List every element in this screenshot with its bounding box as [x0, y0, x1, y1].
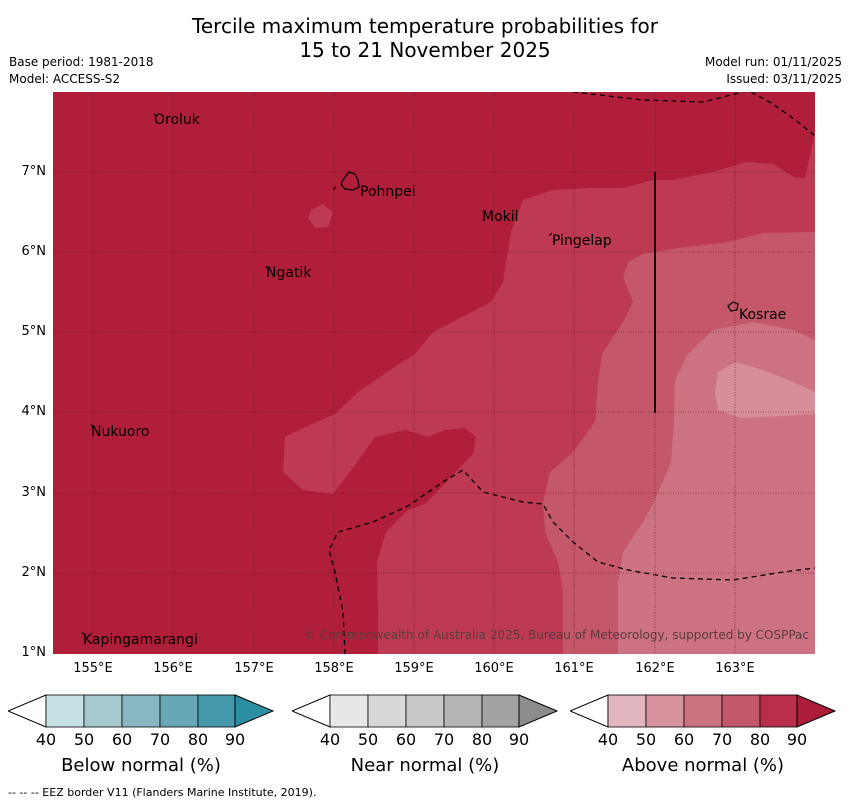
below-tick-40: 40: [35, 730, 57, 749]
x-tick-161e: 161°E: [554, 661, 594, 676]
kosrae-island-shape: [727, 301, 739, 312]
near-tick-70: 70: [433, 730, 455, 749]
map-panel[interactable]: Oroluk Pohnpei Mokil Pingelap Ngatik Kos…: [53, 92, 815, 654]
place-label-nukuoro: Nukuoro: [91, 424, 150, 440]
swatch-near-60: [405, 694, 445, 728]
place-label-pingelap: Pingelap: [552, 233, 612, 249]
eez-footnote: -- -- -- EEZ border V11 (Flanders Marine…: [8, 786, 317, 799]
below-tick-90: 90: [224, 730, 246, 749]
below-tick-70: 70: [149, 730, 171, 749]
x-tick-163e: 163°E: [715, 661, 755, 676]
model-run-label: Model run: 01/11/2025: [704, 55, 842, 69]
title-line-2: 15 to 21 November 2025: [299, 38, 551, 62]
colorbar-below: [8, 694, 274, 728]
swatch-below-50: [83, 694, 123, 728]
y-tick-3n: 3°N: [21, 485, 47, 500]
swatch-below-80: [197, 694, 236, 728]
issued-label: Issued: 03/11/2025: [726, 72, 842, 86]
prob-region-blob: [308, 204, 333, 228]
below-tick-50: 50: [73, 730, 95, 749]
near-tick-50: 50: [357, 730, 379, 749]
pohnpei-island-shape: [340, 171, 360, 191]
place-label-pohnpei: Pohnpei: [360, 184, 416, 200]
near-tick-90: 90: [508, 730, 530, 749]
above-tick-90: 90: [786, 730, 808, 749]
colorbar-near-title: Near normal (%): [350, 755, 500, 776]
swatch-above-40: [607, 694, 647, 728]
x-tick-162e: 162°E: [635, 661, 675, 676]
swatch-below-40: [45, 694, 85, 728]
pingelap-atoll: [548, 232, 553, 237]
swatch-near-80: [481, 694, 520, 728]
chart-title: Tercile maximum temperature probabilitie…: [0, 14, 850, 62]
x-tick-157e: 157°E: [234, 661, 274, 676]
oroluk-atoll: [153, 113, 157, 117]
swatch-below-70: [159, 694, 199, 728]
y-tick-2n: 2°N: [21, 565, 47, 580]
place-label-kosrae: Kosrae: [739, 307, 787, 323]
below-tick-80: 80: [187, 730, 209, 749]
swatch-below-60: [121, 694, 161, 728]
near-tick-80: 80: [471, 730, 493, 749]
mokil-atoll: [482, 209, 486, 214]
graticule: [53, 92, 815, 654]
title-line-1: Tercile maximum temperature probabilitie…: [192, 14, 658, 38]
copyright-notice: © Commonwealth of Australia 2025, Bureau…: [303, 628, 809, 642]
x-tick-160e: 160°E: [474, 661, 514, 676]
swatch-above-60: [683, 694, 723, 728]
y-tick-7n: 7°N: [21, 164, 47, 179]
below-tick-60: 60: [111, 730, 133, 749]
meta-right: Model run: 01/11/2025 Issued: 03/11/2025: [705, 54, 842, 88]
above-tick-80: 80: [749, 730, 771, 749]
above-tick-70: 70: [711, 730, 733, 749]
kapingamarangi-atoll: [81, 631, 85, 636]
prob-region-above-40-50: [715, 362, 815, 418]
eez-borders: [328, 92, 815, 654]
model-label: Model: ACCESS-S2: [9, 72, 121, 86]
x-tick-156e: 156°E: [153, 661, 193, 676]
nukuoro-atoll: [90, 423, 94, 428]
x-tick-159e: 159°E: [394, 661, 434, 676]
y-tick-1n: 1°N: [21, 645, 47, 660]
base-period-label: Base period: 1981-2018: [9, 55, 154, 69]
map-canvas: [53, 92, 815, 654]
near-tick-40: 40: [319, 730, 341, 749]
x-tick-158e: 158°E: [314, 661, 354, 676]
y-tick-6n: 6°N: [21, 244, 47, 259]
swatch-near-70: [443, 694, 483, 728]
place-label-ngatik: Ngatik: [266, 265, 312, 281]
colorbar-above: [570, 694, 836, 728]
near-tick-60: 60: [395, 730, 417, 749]
colorbar-below-title: Below normal (%): [61, 755, 221, 776]
meta-left: Base period: 1981-2018 Model: ACCESS-S2: [9, 54, 154, 88]
ngatik-atoll: [265, 265, 269, 270]
place-label-mokil: Mokil: [482, 209, 519, 225]
above-tick-60: 60: [673, 730, 695, 749]
above-tick-50: 50: [635, 730, 657, 749]
pohnpei-islet: [332, 186, 337, 191]
above-tick-40: 40: [597, 730, 619, 749]
swatch-near-40: [329, 694, 369, 728]
swatch-above-80: [759, 694, 798, 728]
x-tick-155e: 155°E: [73, 661, 113, 676]
place-label-oroluk: Oroluk: [154, 112, 200, 128]
swatch-above-50: [645, 694, 685, 728]
colorbar-near: [292, 694, 558, 728]
swatch-near-50: [367, 694, 407, 728]
swatch-above-70: [721, 694, 761, 728]
colorbar-above-title: Above normal (%): [621, 755, 785, 776]
y-tick-4n: 4°N: [21, 404, 47, 419]
place-label-kapingamarangi: Kapingamarangi: [83, 632, 198, 648]
y-tick-5n: 5°N: [21, 324, 47, 339]
